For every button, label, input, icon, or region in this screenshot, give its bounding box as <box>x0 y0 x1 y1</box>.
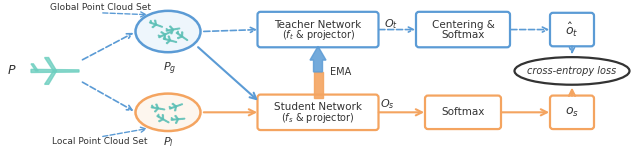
Text: EMA: EMA <box>330 67 351 77</box>
FancyBboxPatch shape <box>416 12 510 47</box>
Text: Student Network: Student Network <box>274 102 362 112</box>
Text: $O_s$: $O_s$ <box>380 98 395 111</box>
Polygon shape <box>31 64 38 71</box>
FancyArrow shape <box>310 46 326 72</box>
Polygon shape <box>176 32 188 41</box>
FancyBboxPatch shape <box>257 12 378 47</box>
FancyBboxPatch shape <box>257 95 378 130</box>
FancyBboxPatch shape <box>550 96 594 129</box>
Polygon shape <box>170 26 173 30</box>
Polygon shape <box>161 32 165 35</box>
Text: $(f_s$ & projector$)$: $(f_s$ & projector$)$ <box>281 111 355 125</box>
Polygon shape <box>150 22 163 27</box>
Polygon shape <box>157 116 169 123</box>
Polygon shape <box>177 36 182 38</box>
Polygon shape <box>159 31 172 38</box>
Text: $P_l$: $P_l$ <box>163 135 174 149</box>
Polygon shape <box>152 105 154 108</box>
Polygon shape <box>154 20 156 25</box>
Polygon shape <box>151 107 164 110</box>
Polygon shape <box>171 29 173 34</box>
Polygon shape <box>45 71 56 84</box>
Polygon shape <box>168 36 170 40</box>
Polygon shape <box>31 69 79 73</box>
Polygon shape <box>169 107 172 108</box>
FancyArrow shape <box>314 72 323 98</box>
Polygon shape <box>154 108 159 112</box>
Ellipse shape <box>136 11 200 52</box>
Text: cross-entropy loss: cross-entropy loss <box>527 66 616 76</box>
Text: $P_g$: $P_g$ <box>163 61 177 78</box>
Polygon shape <box>158 114 159 117</box>
Polygon shape <box>152 24 156 28</box>
Text: Softmax: Softmax <box>442 107 484 117</box>
Text: $\hat{o}_t$: $\hat{o}_t$ <box>565 21 579 39</box>
Text: Centering &: Centering & <box>431 20 495 30</box>
Polygon shape <box>156 104 159 108</box>
Polygon shape <box>171 118 173 120</box>
Polygon shape <box>158 35 161 37</box>
Text: Softmax: Softmax <box>442 30 484 40</box>
Polygon shape <box>166 40 170 44</box>
Text: Local Point Cloud Set: Local Point Cloud Set <box>52 137 148 146</box>
Text: $o_s$: $o_s$ <box>565 106 579 119</box>
Polygon shape <box>45 58 56 71</box>
Polygon shape <box>175 116 179 119</box>
Polygon shape <box>159 119 163 122</box>
Polygon shape <box>175 106 177 111</box>
Ellipse shape <box>136 94 200 131</box>
Polygon shape <box>172 118 185 120</box>
Polygon shape <box>172 104 177 107</box>
Polygon shape <box>164 34 165 39</box>
Polygon shape <box>166 29 168 31</box>
Text: $P$: $P$ <box>7 64 17 77</box>
Polygon shape <box>170 104 182 109</box>
Text: $(f_t$ & projector$)$: $(f_t$ & projector$)$ <box>282 28 355 42</box>
FancyBboxPatch shape <box>425 96 501 129</box>
Polygon shape <box>166 28 180 31</box>
FancyBboxPatch shape <box>550 13 594 46</box>
Text: Global Point Cloud Set: Global Point Cloud Set <box>49 3 150 12</box>
Text: $O_t$: $O_t$ <box>384 17 398 31</box>
Polygon shape <box>164 37 165 39</box>
Polygon shape <box>150 21 152 23</box>
Text: Teacher Network: Teacher Network <box>275 20 362 30</box>
Polygon shape <box>175 119 179 123</box>
Polygon shape <box>163 38 177 42</box>
Ellipse shape <box>515 57 630 85</box>
